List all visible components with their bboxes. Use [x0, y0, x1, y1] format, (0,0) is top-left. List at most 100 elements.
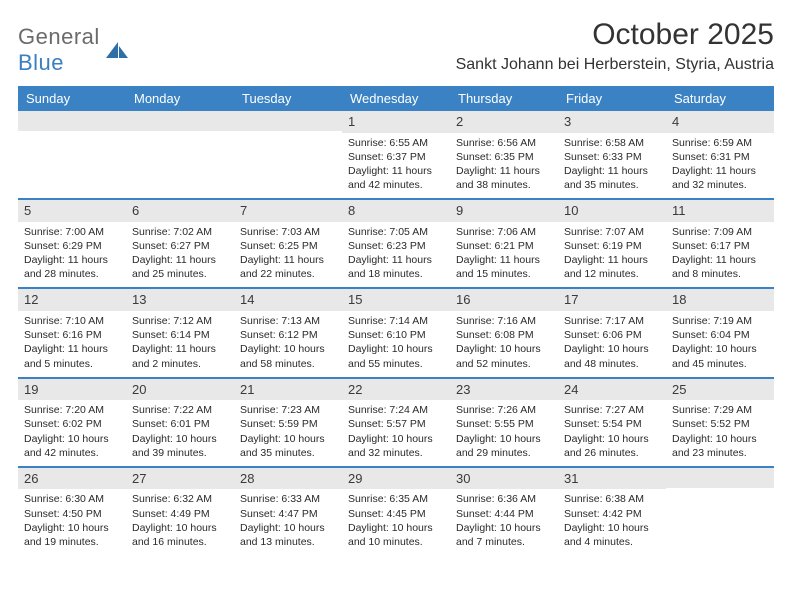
day-body: Sunrise: 6:35 AMSunset: 4:45 PMDaylight:… [342, 489, 450, 555]
sunset-line: Sunset: 5:55 PM [456, 417, 552, 431]
day-cell: 27Sunrise: 6:32 AMSunset: 4:49 PMDayligh… [126, 468, 234, 555]
sunset-line: Sunset: 6:29 PM [24, 239, 120, 253]
week-row: 26Sunrise: 6:30 AMSunset: 4:50 PMDayligh… [18, 466, 774, 555]
sunrise-line: Sunrise: 7:27 AM [564, 403, 660, 417]
day-number: 17 [558, 289, 666, 311]
sunrise-line: Sunrise: 6:58 AM [564, 136, 660, 150]
dow-row: SundayMondayTuesdayWednesdayThursdayFrid… [18, 86, 774, 111]
sunrise-line: Sunrise: 7:07 AM [564, 225, 660, 239]
day-cell: 19Sunrise: 7:20 AMSunset: 6:02 PMDayligh… [18, 379, 126, 466]
day-body: Sunrise: 7:12 AMSunset: 6:14 PMDaylight:… [126, 311, 234, 377]
day-number: 22 [342, 379, 450, 401]
sunset-line: Sunset: 6:31 PM [672, 150, 768, 164]
day-cell: 20Sunrise: 7:22 AMSunset: 6:01 PMDayligh… [126, 379, 234, 466]
daylight-line: Daylight: 11 hours and 15 minutes. [456, 253, 552, 281]
sunset-line: Sunset: 5:59 PM [240, 417, 336, 431]
daylight-line: Daylight: 10 hours and 55 minutes. [348, 342, 444, 370]
day-cell: 12Sunrise: 7:10 AMSunset: 6:16 PMDayligh… [18, 289, 126, 376]
day-body: Sunrise: 7:24 AMSunset: 5:57 PMDaylight:… [342, 400, 450, 466]
sunset-line: Sunset: 6:37 PM [348, 150, 444, 164]
day-body: Sunrise: 7:27 AMSunset: 5:54 PMDaylight:… [558, 400, 666, 466]
day-body: Sunrise: 7:17 AMSunset: 6:06 PMDaylight:… [558, 311, 666, 377]
day-cell: 13Sunrise: 7:12 AMSunset: 6:14 PMDayligh… [126, 289, 234, 376]
sunrise-line: Sunrise: 6:35 AM [348, 492, 444, 506]
day-body: Sunrise: 7:16 AMSunset: 6:08 PMDaylight:… [450, 311, 558, 377]
day-cell: 26Sunrise: 6:30 AMSunset: 4:50 PMDayligh… [18, 468, 126, 555]
sunset-line: Sunset: 6:16 PM [24, 328, 120, 342]
day-cell: 8Sunrise: 7:05 AMSunset: 6:23 PMDaylight… [342, 200, 450, 287]
day-number: 20 [126, 379, 234, 401]
day-empty [126, 111, 234, 198]
sunrise-line: Sunrise: 6:55 AM [348, 136, 444, 150]
sunset-line: Sunset: 6:06 PM [564, 328, 660, 342]
day-number: 21 [234, 379, 342, 401]
sunset-line: Sunset: 6:21 PM [456, 239, 552, 253]
day-cell: 14Sunrise: 7:13 AMSunset: 6:12 PMDayligh… [234, 289, 342, 376]
day-body: Sunrise: 6:38 AMSunset: 4:42 PMDaylight:… [558, 489, 666, 555]
day-body: Sunrise: 7:23 AMSunset: 5:59 PMDaylight:… [234, 400, 342, 466]
dow-monday: Monday [126, 86, 234, 111]
day-cell: 9Sunrise: 7:06 AMSunset: 6:21 PMDaylight… [450, 200, 558, 287]
sunset-line: Sunset: 6:27 PM [132, 239, 228, 253]
sunrise-line: Sunrise: 6:36 AM [456, 492, 552, 506]
sunrise-line: Sunrise: 7:26 AM [456, 403, 552, 417]
sunrise-line: Sunrise: 7:22 AM [132, 403, 228, 417]
sunrise-line: Sunrise: 7:02 AM [132, 225, 228, 239]
sunrise-line: Sunrise: 7:00 AM [24, 225, 120, 239]
sunset-line: Sunset: 4:45 PM [348, 507, 444, 521]
sunset-line: Sunset: 6:02 PM [24, 417, 120, 431]
day-body: Sunrise: 7:13 AMSunset: 6:12 PMDaylight:… [234, 311, 342, 377]
logo-text: General Blue [18, 24, 100, 76]
day-body: Sunrise: 6:33 AMSunset: 4:47 PMDaylight:… [234, 489, 342, 555]
daylight-line: Daylight: 10 hours and 26 minutes. [564, 432, 660, 460]
sunrise-line: Sunrise: 7:12 AM [132, 314, 228, 328]
day-empty [234, 111, 342, 198]
sunrise-line: Sunrise: 7:23 AM [240, 403, 336, 417]
week-row: 19Sunrise: 7:20 AMSunset: 6:02 PMDayligh… [18, 377, 774, 466]
day-body: Sunrise: 7:19 AMSunset: 6:04 PMDaylight:… [666, 311, 774, 377]
day-body [234, 131, 342, 187]
day-cell: 17Sunrise: 7:17 AMSunset: 6:06 PMDayligh… [558, 289, 666, 376]
daylight-line: Daylight: 11 hours and 28 minutes. [24, 253, 120, 281]
day-number [234, 111, 342, 131]
location: Sankt Johann bei Herberstein, Styria, Au… [456, 56, 774, 74]
day-body: Sunrise: 7:02 AMSunset: 6:27 PMDaylight:… [126, 222, 234, 288]
daylight-line: Daylight: 10 hours and 23 minutes. [672, 432, 768, 460]
daylight-line: Daylight: 10 hours and 19 minutes. [24, 521, 120, 549]
day-cell: 21Sunrise: 7:23 AMSunset: 5:59 PMDayligh… [234, 379, 342, 466]
logo: General Blue [18, 18, 130, 76]
day-number: 26 [18, 468, 126, 490]
day-number: 2 [450, 111, 558, 133]
day-cell: 11Sunrise: 7:09 AMSunset: 6:17 PMDayligh… [666, 200, 774, 287]
day-cell: 29Sunrise: 6:35 AMSunset: 4:45 PMDayligh… [342, 468, 450, 555]
day-cell: 18Sunrise: 7:19 AMSunset: 6:04 PMDayligh… [666, 289, 774, 376]
daylight-line: Daylight: 11 hours and 32 minutes. [672, 164, 768, 192]
sunrise-line: Sunrise: 7:20 AM [24, 403, 120, 417]
day-number: 29 [342, 468, 450, 490]
day-body [666, 488, 774, 544]
sunset-line: Sunset: 6:25 PM [240, 239, 336, 253]
day-number: 15 [342, 289, 450, 311]
day-number: 16 [450, 289, 558, 311]
calendar: SundayMondayTuesdayWednesdayThursdayFrid… [18, 86, 774, 555]
daylight-line: Daylight: 10 hours and 39 minutes. [132, 432, 228, 460]
sunrise-line: Sunrise: 7:16 AM [456, 314, 552, 328]
title-block: October 2025 Sankt Johann bei Herberstei… [456, 18, 774, 74]
day-body: Sunrise: 7:07 AMSunset: 6:19 PMDaylight:… [558, 222, 666, 288]
daylight-line: Daylight: 10 hours and 16 minutes. [132, 521, 228, 549]
day-number: 6 [126, 200, 234, 222]
day-number: 7 [234, 200, 342, 222]
daylight-line: Daylight: 10 hours and 58 minutes. [240, 342, 336, 370]
sunset-line: Sunset: 6:14 PM [132, 328, 228, 342]
day-cell: 6Sunrise: 7:02 AMSunset: 6:27 PMDaylight… [126, 200, 234, 287]
sunset-line: Sunset: 4:42 PM [564, 507, 660, 521]
day-number: 27 [126, 468, 234, 490]
sunrise-line: Sunrise: 7:19 AM [672, 314, 768, 328]
day-cell: 10Sunrise: 7:07 AMSunset: 6:19 PMDayligh… [558, 200, 666, 287]
daylight-line: Daylight: 10 hours and 52 minutes. [456, 342, 552, 370]
day-number: 5 [18, 200, 126, 222]
day-body: Sunrise: 7:09 AMSunset: 6:17 PMDaylight:… [666, 222, 774, 288]
sunset-line: Sunset: 6:19 PM [564, 239, 660, 253]
header: General Blue October 2025 Sankt Johann b… [18, 18, 774, 76]
sunrise-line: Sunrise: 7:24 AM [348, 403, 444, 417]
